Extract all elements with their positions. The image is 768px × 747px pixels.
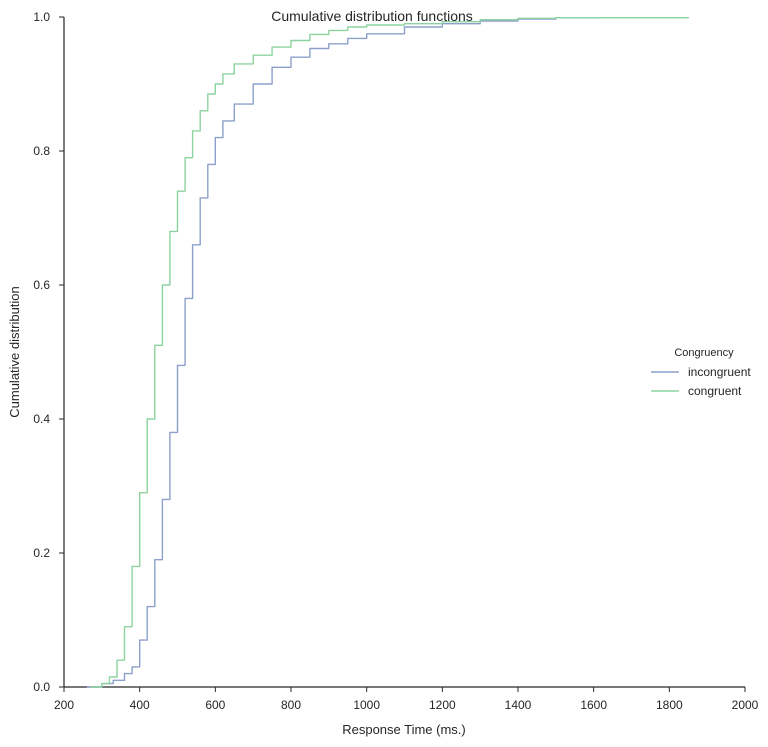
- y-axis-title: Cumulative distribution: [7, 286, 22, 418]
- y-tick-label: 0.8: [33, 144, 50, 158]
- x-tick-label: 600: [205, 698, 225, 712]
- x-tick-label: 400: [130, 698, 150, 712]
- x-tick-label: 1800: [656, 698, 683, 712]
- x-axis: 200 400 600 800 1000 1200 1400 1600 1800 2000: [54, 686, 759, 712]
- y-axis: 0.0 0.2 0.4 0.6 0.8 1.0: [33, 10, 65, 694]
- x-tick-label: 2000: [732, 698, 759, 712]
- x-tick-label: 1200: [429, 698, 456, 712]
- y-tick-label: 0.4: [33, 412, 50, 426]
- y-tick-label: 0.0: [33, 680, 50, 694]
- y-tick-label: 0.2: [33, 546, 50, 560]
- series-line-incongruent: [86, 17, 599, 688]
- x-tick-label: 1400: [505, 698, 532, 712]
- chart-title: Cumulative distribution functions: [271, 8, 473, 24]
- y-tick-label: 0.6: [33, 278, 50, 292]
- x-tick-label: 1000: [353, 698, 380, 712]
- x-tick-label: 1600: [580, 698, 607, 712]
- series-group: [86, 17, 689, 688]
- legend-label-congruent: congruent: [688, 384, 742, 398]
- series-line-congruent: [90, 17, 689, 688]
- legend-label-incongruent: incongruent: [688, 365, 751, 379]
- y-tick-label: 1.0: [33, 10, 50, 24]
- x-axis-title: Response Time (ms.): [342, 722, 466, 737]
- legend: Congruency incongruent congruent: [651, 347, 751, 398]
- legend-title: Congruency: [674, 347, 734, 359]
- x-tick-label: 800: [281, 698, 301, 712]
- x-tick-label: 200: [54, 698, 74, 712]
